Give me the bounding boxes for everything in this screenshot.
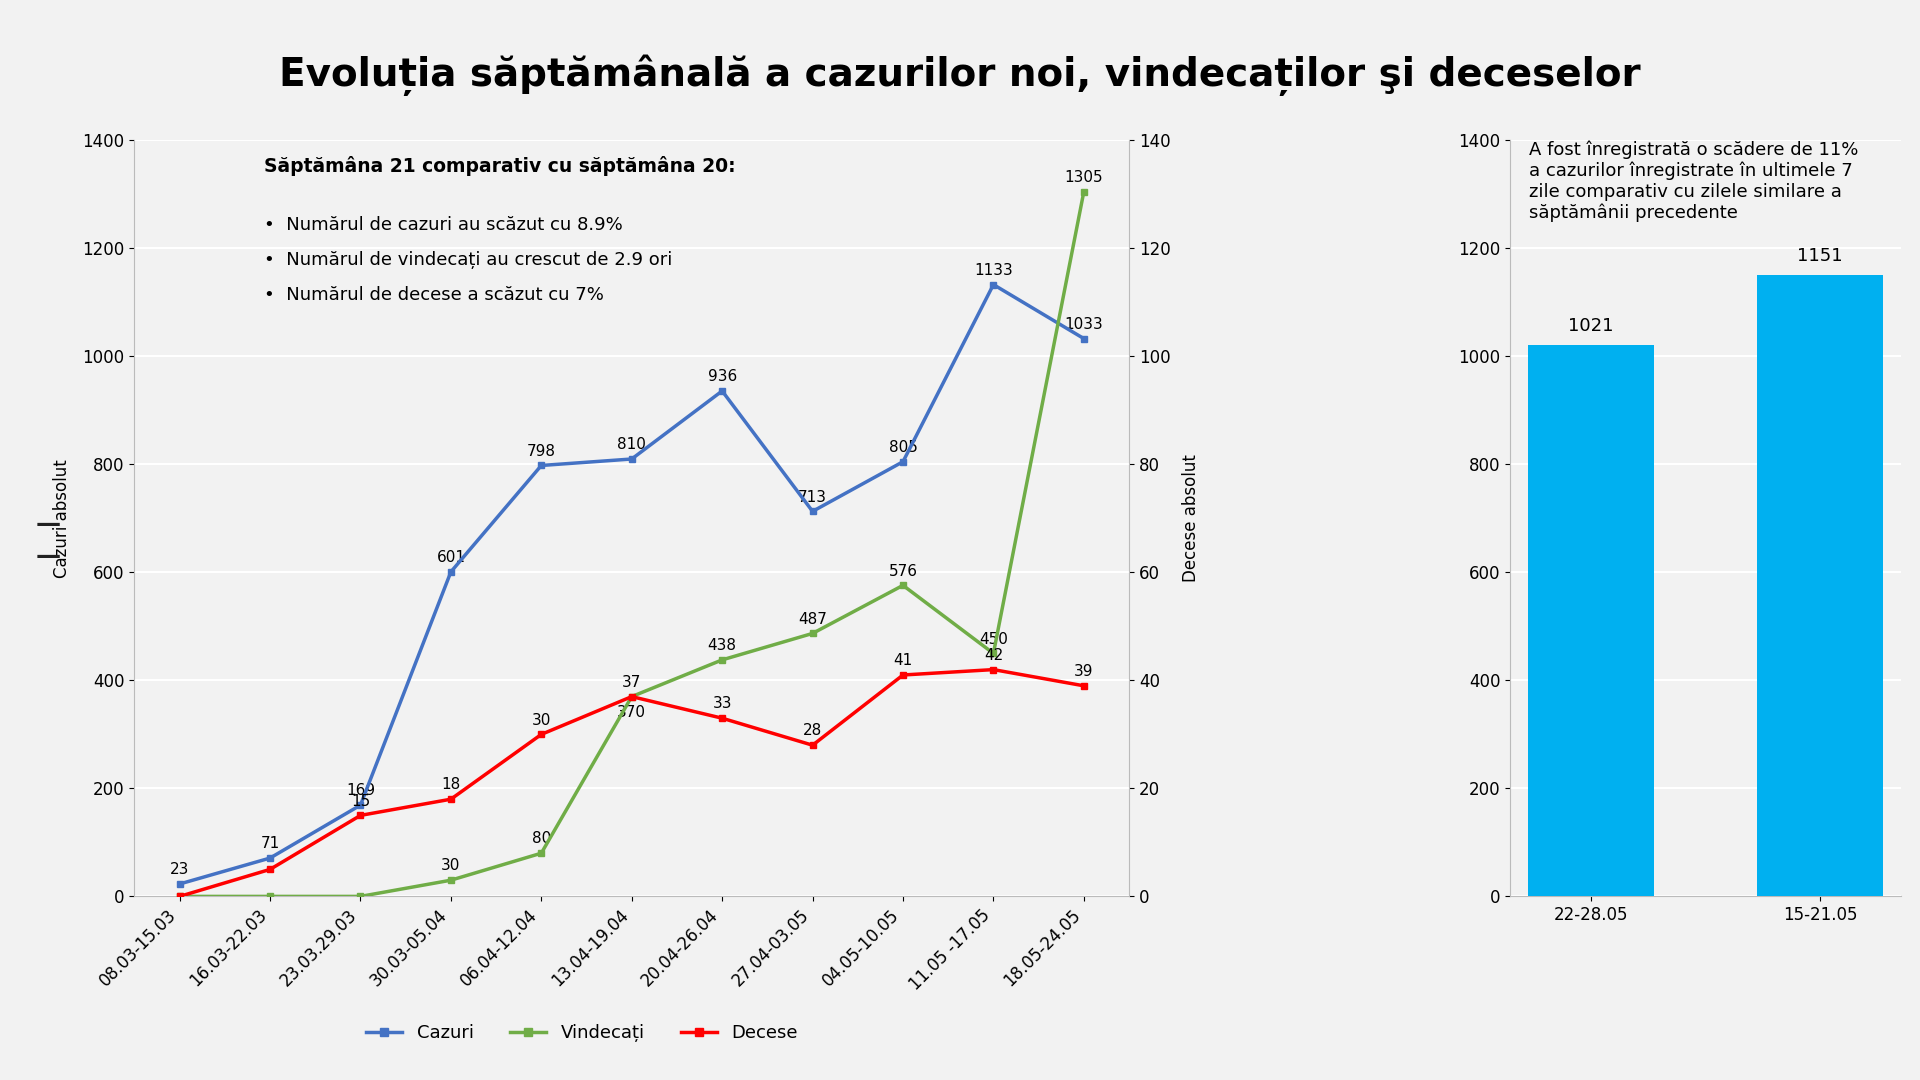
Text: 37: 37 <box>622 675 641 690</box>
Text: 23: 23 <box>171 862 190 877</box>
Text: 28: 28 <box>803 724 822 739</box>
Legend: Cazuri, Vindecați, Decese: Cazuri, Vindecați, Decese <box>359 1017 804 1050</box>
Text: 1133: 1133 <box>973 262 1012 278</box>
Text: •  Numărul de cazuri au scăzut cu 8.9%
•  Numărul de vindecați au crescut de 2.9: • Numărul de cazuri au scăzut cu 8.9% • … <box>263 216 672 303</box>
Text: Evoluția săptămânală a cazurilor noi, vindecaților şi deceselor: Evoluția săptămânală a cazurilor noi, vi… <box>278 54 1642 95</box>
Text: 80: 80 <box>532 832 551 847</box>
Text: 30: 30 <box>532 713 551 728</box>
Text: 1021: 1021 <box>1569 318 1613 335</box>
Text: —: — <box>35 544 61 568</box>
Text: —: — <box>35 512 61 536</box>
Bar <box>1757 274 1884 896</box>
Text: 1305: 1305 <box>1064 170 1104 185</box>
Text: 39: 39 <box>1073 664 1094 679</box>
Text: 1151: 1151 <box>1797 247 1843 265</box>
Text: 805: 805 <box>889 440 918 455</box>
Text: 30: 30 <box>442 859 461 874</box>
Text: 18: 18 <box>442 778 461 793</box>
Bar <box>1528 345 1653 896</box>
Text: 169: 169 <box>346 783 374 798</box>
Y-axis label: Decese absolut: Decese absolut <box>1181 455 1200 582</box>
Text: 576: 576 <box>889 564 918 579</box>
Text: 713: 713 <box>799 489 828 504</box>
Text: 438: 438 <box>708 638 737 653</box>
Text: 810: 810 <box>618 437 647 453</box>
Y-axis label: Cazuri absolut: Cazuri absolut <box>54 459 71 578</box>
Text: Săptămâna 21 comparativ cu săptămâna 20:: Săptămâna 21 comparativ cu săptămâna 20: <box>263 156 735 176</box>
Text: 42: 42 <box>983 648 1002 663</box>
Text: 41: 41 <box>893 653 912 669</box>
Text: A fost înregistrată o scădere de 11%
a cazurilor înregistrate în ultimele 7
zile: A fost înregistrată o scădere de 11% a c… <box>1528 140 1859 222</box>
Text: 601: 601 <box>436 550 465 565</box>
Text: 450: 450 <box>979 632 1008 647</box>
Text: 15: 15 <box>351 794 371 809</box>
Text: 370: 370 <box>616 705 647 720</box>
Text: 798: 798 <box>526 444 555 459</box>
Text: 71: 71 <box>261 836 280 851</box>
Text: 33: 33 <box>712 697 732 712</box>
Text: 936: 936 <box>708 369 737 384</box>
Text: 487: 487 <box>799 611 828 626</box>
Text: 1033: 1033 <box>1064 316 1104 332</box>
